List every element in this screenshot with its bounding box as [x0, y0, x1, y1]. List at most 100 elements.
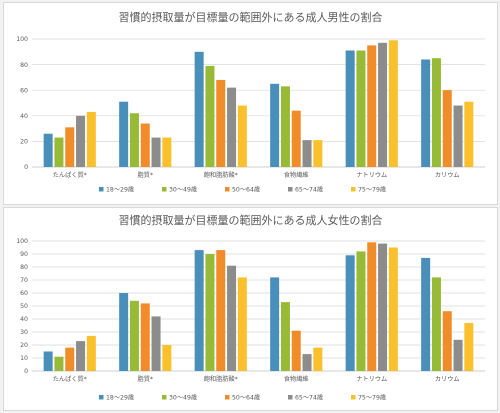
chart-1-bar [388, 247, 398, 371]
chart-1-bar [54, 356, 64, 371]
chart-0-legend-label: 18～29歳 [106, 186, 134, 194]
chart-1-legend-swatch [288, 395, 293, 400]
chart-1-bar [43, 351, 53, 371]
chart-1-bar [367, 242, 377, 371]
chart-0-category-label: 脂質* [138, 171, 153, 179]
chart-1-bar [151, 316, 161, 371]
chart-1-y-tick-label: 10 [20, 355, 28, 362]
chart-0-legend-label: 50～64歳 [232, 186, 260, 194]
chart-0-legend-swatch [288, 187, 293, 192]
chart-0-y-tick-label: 60 [20, 87, 28, 94]
chart-0-bar [302, 140, 312, 167]
chart-0-bar [388, 40, 398, 167]
chart-0-bar [194, 51, 204, 167]
chart-1-bar [237, 277, 247, 371]
chart-0-bar [140, 123, 150, 167]
chart-0-bar [65, 127, 75, 167]
chart-1-bar [302, 354, 312, 371]
chart-1-bar [280, 302, 290, 371]
chart-0-bar [227, 87, 237, 167]
chart-1-bar [129, 300, 139, 371]
chart-1-y-tick-label: 50 [20, 303, 28, 310]
chart-0-legend-swatch [225, 187, 230, 192]
chart-1-bar [421, 257, 431, 371]
chart-1-category-label: ナトリウム [356, 375, 387, 383]
chart-1-bar [86, 335, 96, 371]
chart-1-bar [442, 311, 452, 371]
chart-1-bar [140, 303, 150, 371]
chart-0-y-tick-label: 80 [20, 62, 28, 69]
chart-1-bar [65, 347, 75, 371]
chart-0-category-label: ナトリウム [356, 171, 387, 179]
chart-0-bar [367, 45, 377, 167]
chart-1-y-tick-label: 40 [20, 316, 28, 323]
chart-1-bar [313, 347, 323, 371]
chart-1-legend-label: 30～49歳 [169, 394, 197, 402]
chart-1-bar [464, 322, 474, 371]
male-chart-panel: 習慣的摂取量が目標量の範囲外にある成人男性の割合 0 20 40 60 80 100 たんぱく… [3, 2, 498, 205]
female-chart: 習慣的摂取量が目標量の範囲外にある成人女性の割合 0 10 20 30 40 50 60 70 8… [16, 213, 485, 402]
chart-1-category-label: 脂質* [138, 375, 153, 383]
chart-1-bar [119, 293, 129, 371]
chart-1-bar [162, 345, 172, 371]
chart-1-y-tick-label: 20 [20, 342, 28, 349]
chart-1-y-tick-label: 80 [20, 264, 28, 271]
chart-0-bar [313, 140, 323, 167]
chart-0-y-tick-label: 20 [20, 139, 28, 146]
chart-0-legend-swatch [162, 187, 167, 192]
chart-0-bar [345, 50, 355, 167]
chart-0-bar [129, 113, 139, 167]
chart-1-bar [270, 277, 280, 371]
chart-0-title: 習慣的摂取量が目標量の範囲外にある成人男性の割合 [119, 10, 383, 24]
chart-1-legend-swatch [351, 395, 356, 400]
chart-1-bar [431, 277, 441, 371]
chart-1-category-label: 食物繊維 [284, 375, 309, 383]
chart-0-bar [162, 137, 172, 167]
chart-0-bar [280, 86, 290, 167]
chart-0-legend-label: 30～49歳 [169, 186, 197, 194]
chart-0-legend-swatch [99, 187, 104, 192]
chart-0-bar [119, 101, 129, 167]
chart-1-y-tick-label: 70 [20, 277, 28, 284]
chart-1-bar [76, 341, 86, 371]
chart-1-y-tick-label: 100 [16, 238, 28, 245]
chart-1-legend-swatch [162, 395, 167, 400]
chart-1-bar [205, 254, 215, 371]
chart-0-bar [442, 90, 452, 167]
chart-0-legend-label: 65～74歳 [295, 186, 323, 194]
chart-0-bar [453, 105, 463, 167]
chart-0-bar [205, 65, 215, 167]
chart-1-bar [216, 250, 226, 371]
chart-1-legend-swatch [99, 395, 104, 400]
chart-1-bar [291, 330, 301, 371]
chart-0-bar [151, 137, 161, 167]
chart-1-bar [378, 243, 388, 371]
chart-0-bar [421, 59, 431, 168]
chart-1-legend-swatch [225, 395, 230, 400]
chart-0-bar [43, 133, 53, 167]
chart-0-category-label: 飽和脂肪酸* [204, 171, 238, 179]
chart-0-bar [431, 58, 441, 168]
chart-1-y-tick-label: 90 [20, 251, 28, 258]
chart-1-legend-label: 18～29歳 [106, 394, 134, 402]
chart-0-bar [356, 50, 366, 167]
chart-0-bar [464, 101, 474, 167]
chart-1-bar [453, 339, 463, 371]
chart-0-y-tick-label: 40 [20, 113, 28, 120]
chart-1-y-tick-label: 30 [20, 329, 28, 336]
chart-1-bar [227, 265, 237, 371]
chart-0-bar [237, 105, 247, 167]
chart-1-category-label: カリウム [435, 375, 460, 383]
chart-0-bar [216, 79, 226, 167]
chart-0-legend-label: 75～79歳 [358, 186, 386, 194]
chart-1-bar [356, 251, 366, 371]
chart-0-bar [86, 111, 96, 167]
chart-0-bar [76, 115, 86, 167]
chart-1-bar [345, 255, 355, 371]
chart-0-bar [270, 83, 280, 167]
chart-1-legend-label: 50～64歳 [232, 394, 260, 402]
female-chart-panel: 習慣的摂取量が目標量の範囲外にある成人女性の割合 0 10 20 30 40 50 60 70 8… [3, 207, 498, 411]
chart-1-category-label: 飽和脂肪酸* [204, 375, 238, 383]
chart-1-legend-label: 65～74歳 [295, 394, 323, 402]
chart-0-y-tick-label: 100 [16, 36, 28, 43]
